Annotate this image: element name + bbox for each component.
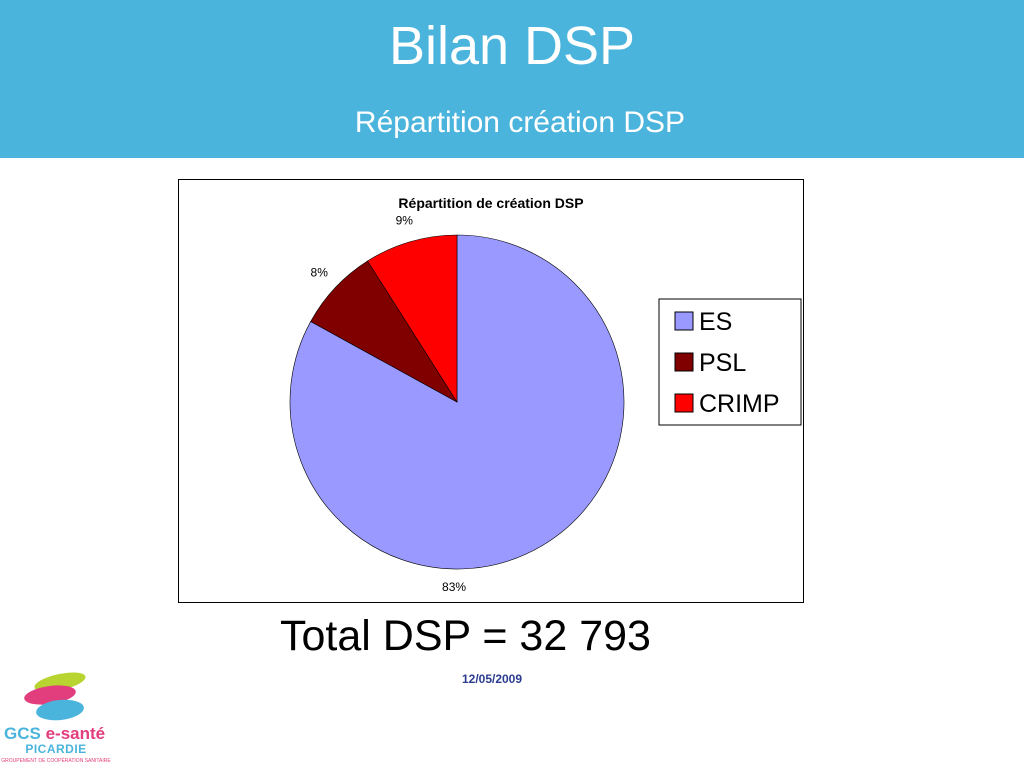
legend-label-es: ES	[699, 308, 732, 336]
footer-date: 12/05/2009	[461, 672, 523, 686]
page-subtitle: Répartition création DSP	[354, 106, 686, 139]
pie-chart: Répartition de création DSP 83% 8% 9% ES PS…	[289, 195, 802, 594]
data-label-crimp: 9%	[396, 214, 414, 228]
chart-title: Répartition de création DSP	[398, 195, 583, 211]
logo-region: PICARDIE	[25, 742, 87, 756]
page-title: Bilan DSP	[388, 16, 636, 76]
legend-label-crimp: CRIMP	[699, 390, 780, 418]
data-label-psl: 8%	[311, 266, 329, 280]
total-dsp-text: Total DSP = 32 793	[280, 612, 651, 660]
logo-brand: GCS e-santé	[4, 724, 105, 744]
logo-brand-name: e-santé	[45, 724, 106, 743]
logo-tagline: GROUPEMENT DE COOPÉRATION SANITAIRE	[1, 758, 111, 764]
legend-swatch-psl	[674, 352, 694, 372]
chart-legend: ES PSL CRIMP	[658, 298, 802, 426]
gcs-esante-logo: GCS e-santé PICARDIE GROUPEMENT DE COOPÉ…	[0, 668, 112, 768]
pie-slice-crimp	[367, 234, 458, 404]
legend-label-psl: PSL	[699, 349, 746, 377]
data-label-es: 83%	[442, 580, 466, 594]
header-banner: Bilan DSP Répartition création DSP	[0, 0, 1024, 158]
logo-mark-icon	[24, 672, 86, 721]
chart-frame: Répartition de création DSP 83% 8% 9% ES PS…	[178, 179, 804, 603]
legend-swatch-crimp	[674, 393, 694, 413]
logo-brand-prefix: GCS	[4, 724, 41, 743]
pie-slices	[289, 234, 625, 570]
legend-swatch-es	[674, 311, 694, 331]
pie-data-labels: 83% 8% 9%	[311, 214, 467, 594]
